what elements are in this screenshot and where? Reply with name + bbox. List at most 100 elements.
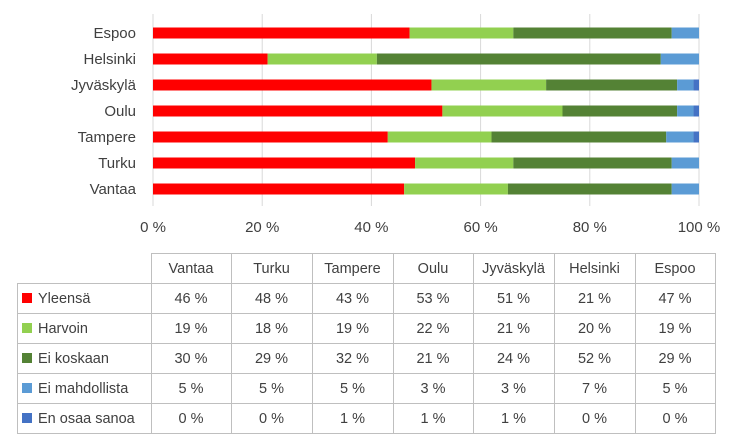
- series-legend-cell: Ei koskaan: [17, 343, 152, 374]
- bar-segment-yleensä: [153, 27, 410, 39]
- bar-segment-ei-mahdollista: [677, 79, 694, 91]
- value-cell: 0 %: [553, 403, 636, 434]
- value-cell: 1 %: [311, 403, 394, 434]
- series-legend-cell: Yleensä: [17, 283, 152, 314]
- value-cell: 43 %: [311, 283, 394, 314]
- value-cell: 0 %: [230, 403, 313, 434]
- value-cell: 53 %: [392, 283, 474, 314]
- value-cell: 20 %: [553, 313, 636, 344]
- bar-segment-ei-koskaan: [546, 79, 678, 91]
- value-cell: 1 %: [392, 403, 474, 434]
- value-cell: 29 %: [230, 343, 313, 374]
- legend-key-swatch: [22, 352, 32, 363]
- value-cell: 24 %: [472, 343, 555, 374]
- value-cell: 51 %: [472, 283, 555, 314]
- bar-segment-en-osaa-sanoa: [693, 131, 699, 143]
- x-tick-label: 100 %: [678, 219, 721, 236]
- x-tick-label: 20 %: [245, 219, 279, 236]
- value-cell: 32 %: [311, 343, 394, 374]
- table-row: En osaa sanoa 0 % 0 % 1 % 1 % 1 % 0 % 0 %: [17, 403, 716, 434]
- bar-segment-ei-koskaan: [513, 157, 672, 169]
- legend-key-swatch: [22, 292, 32, 303]
- data-table: Vantaa Turku Tampere Oulu Jyväskylä Helsinki E…: [17, 253, 716, 434]
- series-legend-cell: En osaa sanoa: [17, 403, 152, 434]
- category-label: Espoo: [93, 25, 136, 42]
- bar-segment-harvoin: [409, 27, 514, 39]
- bar-segment-ei-koskaan: [491, 131, 667, 143]
- bar-segment-ei-koskaan: [562, 105, 678, 117]
- table-row: Ei koskaan 30 % 29 % 32 % 21 % 24 % 52 % 29 %: [17, 343, 716, 374]
- value-cell: 0 %: [150, 403, 232, 434]
- bar-segment-yleensä: [153, 157, 416, 169]
- x-tick-label: 60 %: [463, 219, 497, 236]
- series-name: Ei koskaan: [38, 350, 109, 367]
- value-cell: 47 %: [634, 283, 716, 314]
- table-row: Harvoin 19 % 18 % 19 % 22 % 21 % 20 % 19 %: [17, 313, 716, 344]
- data-table-body: Yleensä 46 % 48 % 43 % 53 % 51 % 21 % 47 % Harvo…: [17, 283, 716, 434]
- bar-segment-ei-mahdollista: [671, 27, 699, 39]
- bar-segment-ei-mahdollista: [677, 105, 694, 117]
- column-header: Espoo: [634, 253, 716, 284]
- category-label: Oulu: [104, 103, 136, 120]
- series-name: Ei mahdollista: [38, 380, 129, 397]
- bar-segment-yleensä: [153, 53, 268, 65]
- bar-segment-harvoin: [431, 79, 547, 91]
- x-tick-label: 40 %: [354, 219, 388, 236]
- value-cell: 1 %: [472, 403, 555, 434]
- bar-segment-ei-koskaan: [376, 53, 661, 65]
- column-header: Tampere: [311, 253, 394, 284]
- stacked-bar-chart: Vantaa Turku Tampere Oulu Jyväskylä Helsinki E…: [71, 14, 720, 236]
- bar-segment-harvoin: [415, 157, 514, 169]
- x-tick-label: 0 %: [140, 219, 166, 236]
- bar-segment-ei-mahdollista: [671, 183, 699, 195]
- series-legend-cell: Ei mahdollista: [17, 373, 152, 404]
- legend-key-swatch: [22, 412, 32, 423]
- bar-segment-harvoin: [387, 131, 492, 143]
- category-label: Vantaa: [90, 181, 137, 198]
- value-cell: 3 %: [392, 373, 474, 404]
- bar-segment-harvoin: [404, 183, 508, 195]
- column-header: Helsinki: [553, 253, 636, 284]
- bar-segment-yleensä: [153, 79, 432, 91]
- bar-segment-en-osaa-sanoa: [693, 105, 699, 117]
- value-cell: 46 %: [150, 283, 232, 314]
- value-cell: 3 %: [472, 373, 555, 404]
- bar-segment-harvoin: [267, 53, 377, 65]
- value-cell: 21 %: [553, 283, 636, 314]
- value-cell: 7 %: [553, 373, 636, 404]
- value-cell: 5 %: [230, 373, 313, 404]
- category-label: Turku: [98, 155, 136, 172]
- value-cell: 29 %: [634, 343, 716, 374]
- bar-segments: [153, 27, 699, 195]
- column-header: Turku: [230, 253, 313, 284]
- x-tick-label: 80 %: [573, 219, 607, 236]
- category-label: Tampere: [78, 129, 136, 146]
- value-cell: 21 %: [392, 343, 474, 374]
- value-axis-tick-labels: 0 % 20 % 40 % 60 % 80 % 100 %: [140, 219, 720, 236]
- value-cell: 5 %: [311, 373, 394, 404]
- bar-segment-ei-koskaan: [507, 183, 672, 195]
- value-cell: 22 %: [392, 313, 474, 344]
- value-cell: 19 %: [311, 313, 394, 344]
- column-header: Oulu: [392, 253, 474, 284]
- value-cell: 5 %: [634, 373, 716, 404]
- value-cell: 52 %: [553, 343, 636, 374]
- legend-key-swatch: [22, 322, 32, 333]
- category-label: Helsinki: [83, 51, 136, 68]
- value-cell: 19 %: [150, 313, 232, 344]
- bar-segment-yleensä: [153, 183, 405, 195]
- category-label: Jyväskylä: [71, 77, 137, 94]
- value-cell: 30 %: [150, 343, 232, 374]
- column-header: Jyväskylä: [472, 253, 555, 284]
- bar-segment-ei-mahdollista: [660, 53, 699, 65]
- series-name: Yleensä: [38, 290, 91, 307]
- table-row: Yleensä 46 % 48 % 43 % 53 % 51 % 21 % 47 %: [17, 283, 716, 314]
- value-cell: 21 %: [472, 313, 555, 344]
- bar-segment-ei-mahdollista: [671, 157, 699, 169]
- column-header: Vantaa: [150, 253, 232, 284]
- data-table-header-row: Vantaa Turku Tampere Oulu Jyväskylä Helsinki E…: [17, 253, 716, 284]
- value-cell: 5 %: [150, 373, 232, 404]
- series-name: En osaa sanoa: [38, 410, 135, 427]
- bar-segment-ei-mahdollista: [666, 131, 694, 143]
- value-cell: 48 %: [230, 283, 313, 314]
